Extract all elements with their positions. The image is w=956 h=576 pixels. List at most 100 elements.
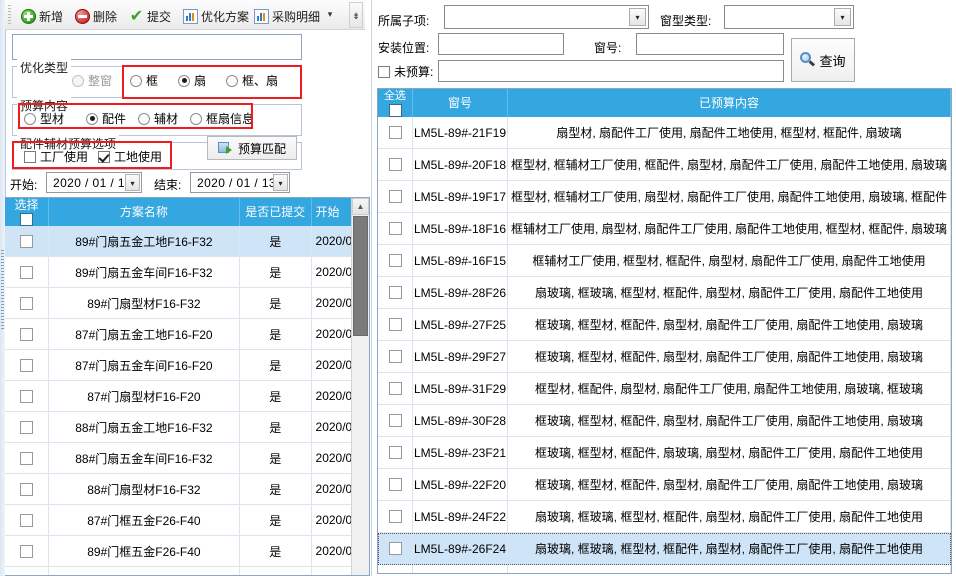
optimize-plan-button[interactable]: 优化方案 <box>179 3 253 29</box>
row-checkbox[interactable] <box>388 318 402 331</box>
table-row[interactable]: 87#门扇五金工地F16-F20 是 2020/0 <box>5 319 369 350</box>
end-date-field[interactable]: 2020 / 01 / 13 ▾ <box>190 172 290 193</box>
row-checkbox[interactable] <box>19 451 33 465</box>
chevron-down-icon[interactable]: ▾ <box>327 9 333 19</box>
row-checkbox[interactable] <box>19 389 33 403</box>
row-checkbox[interactable] <box>19 327 33 341</box>
row-select-cell[interactable] <box>5 350 49 380</box>
table-row[interactable]: 89#门扇型材F16-F32 是 2020/0 <box>5 288 369 319</box>
row-select-cell[interactable] <box>378 245 413 276</box>
row-checkbox[interactable] <box>388 190 402 203</box>
row-select-cell[interactable] <box>5 319 49 349</box>
install-location-input[interactable] <box>438 33 564 55</box>
row-select-cell[interactable] <box>378 373 413 404</box>
radio-frame-sash-info[interactable]: 框扇信息 <box>190 110 254 127</box>
purchase-detail-button[interactable]: 采购明细 <box>250 3 324 29</box>
row-checkbox[interactable] <box>19 513 33 527</box>
row-checkbox[interactable] <box>388 254 402 267</box>
table-row[interactable]: LM5L-89#-20F18 框型材, 框辅材工厂使用, 框配件, 扇型材, 扇配… <box>378 149 951 181</box>
scroll-up-icon[interactable]: ▲ <box>352 198 369 215</box>
row-select-cell[interactable] <box>378 213 413 244</box>
chevron-down-icon[interactable]: ▾ <box>273 174 288 191</box>
wintype-combo[interactable]: ▾ <box>724 5 854 29</box>
scroll-thumb[interactable] <box>353 216 368 336</box>
row-select-cell[interactable] <box>378 533 413 564</box>
budget-match-button[interactable]: 预算匹配 <box>207 136 297 160</box>
submit-button[interactable]: ✔ 提交 <box>125 3 175 29</box>
table-row[interactable]: 87#门扇型材F16-F20 是 2020/0 <box>5 381 369 412</box>
row-select-cell[interactable] <box>378 341 413 372</box>
radio-auxiliary[interactable]: 辅材 <box>138 110 178 127</box>
plan-grid-header-submitted[interactable]: 是否已提交 <box>240 198 312 226</box>
row-select-cell[interactable] <box>378 277 413 308</box>
plan-grid-select-all-header[interactable]: 选择 <box>5 198 49 226</box>
window-grid-header-content[interactable]: 已预算内容 <box>508 89 951 117</box>
row-select-cell[interactable] <box>5 288 49 318</box>
plan-grid-header-name[interactable]: 方案名称 <box>49 198 240 226</box>
table-row[interactable]: 88#门扇五金工地F16-F32 是 2020/0 <box>5 412 369 443</box>
row-select-cell[interactable] <box>5 412 49 442</box>
table-row[interactable]: 89#门扇五金工地F16-F32 是 2020/0 <box>5 226 369 257</box>
row-select-cell[interactable] <box>378 309 413 340</box>
row-select-cell[interactable] <box>5 474 49 504</box>
table-row[interactable]: LM5L-89#-18F16 框辅材工厂使用, 扇型材, 扇配件工厂使用, 扇配件… <box>378 213 951 245</box>
row-select-cell[interactable] <box>378 149 413 180</box>
row-checkbox[interactable] <box>388 222 402 235</box>
radio-accessory[interactable]: 配件 <box>86 110 126 127</box>
row-checkbox[interactable] <box>388 414 402 427</box>
row-select-cell[interactable] <box>5 381 49 411</box>
delete-button[interactable]: 删除 <box>71 3 121 29</box>
table-row[interactable]: 87#门框五金F26-F40 是 2020/0 <box>5 505 369 536</box>
row-checkbox[interactable] <box>19 544 33 558</box>
table-row[interactable]: LM5L-89#-16F15 框辅材工厂使用, 框型材, 框配件, 扇型材, 扇配… <box>378 245 951 277</box>
row-select-cell[interactable] <box>5 226 49 256</box>
table-row[interactable]: LM5L-89#-30F28 框玻璃, 框型材, 框配件, 扇型材, 扇配件工厂使… <box>378 405 951 437</box>
radio-whole-window[interactable]: 整窗 <box>72 72 112 89</box>
table-row[interactable]: LM5L-89#-31F29 框型材, 框配件, 扇型材, 扇配件工厂使用, 扇配… <box>378 373 951 405</box>
row-checkbox[interactable] <box>388 478 402 491</box>
row-select-cell[interactable] <box>378 469 413 500</box>
table-row[interactable]: LM5L-89#-19F17 框型材, 框辅材工厂使用, 扇型材, 扇配件工厂使用… <box>378 181 951 213</box>
radio-frame[interactable]: 框 <box>130 72 158 89</box>
row-select-cell[interactable] <box>378 565 413 573</box>
window-no-input[interactable] <box>636 33 784 55</box>
add-button[interactable]: 新增 <box>17 3 67 29</box>
row-checkbox[interactable] <box>388 446 402 459</box>
row-checkbox[interactable] <box>19 296 33 310</box>
table-row[interactable]: 88#门扇五金车间F16-F32 是 2020/0 <box>5 443 369 474</box>
row-select-cell[interactable] <box>378 181 413 212</box>
unbudgeted-input[interactable] <box>438 60 784 82</box>
chevron-down-icon[interactable]: ▾ <box>834 8 851 26</box>
table-row[interactable]: 89#门扇五金车间F16-F32 是 2020/0 <box>5 257 369 288</box>
row-select-cell[interactable] <box>5 257 49 287</box>
row-checkbox[interactable] <box>388 510 402 523</box>
table-row[interactable]: LM5L-89#-26F24 扇玻璃, 框玻璃, 框型材, 框配件, 扇型材, 扇… <box>378 533 951 565</box>
checkbox-unbudgeted[interactable]: 未预算: <box>378 63 433 80</box>
table-row[interactable]: LM5L-89#-21F19 扇型材, 扇配件工厂使用, 扇配件工地使用, 框型材… <box>378 117 951 149</box>
toolbar-drag-grip[interactable] <box>8 5 11 25</box>
checkbox-factory-use[interactable]: 工厂使用 <box>24 148 88 165</box>
row-checkbox[interactable] <box>388 382 402 395</box>
chevron-down-icon[interactable]: ▾ <box>125 174 140 191</box>
table-row[interactable]: LM5L-89#-24F22 扇玻璃, 框玻璃, 框型材, 框配件, 扇型材, 扇… <box>378 501 951 533</box>
table-row[interactable]: LM5L-89#-27F25 框玻璃, 框型材, 框配件, 扇型材, 扇配件工厂使… <box>378 309 951 341</box>
row-checkbox[interactable] <box>388 542 402 555</box>
row-select-cell[interactable] <box>378 501 413 532</box>
table-row[interactable]: LM5L-89#-25F23扇玻璃, 框玻璃, 框型材, 框配件, 扇型材, 扇… <box>378 565 951 573</box>
row-select-cell[interactable] <box>5 567 49 575</box>
row-checkbox[interactable] <box>388 158 402 171</box>
table-row[interactable]: 87#门扇五金车间F16-F20 是 2020/0 <box>5 350 369 381</box>
row-select-cell[interactable] <box>5 505 49 535</box>
row-checkbox[interactable] <box>388 286 402 299</box>
row-checkbox[interactable] <box>19 234 33 248</box>
select-all-checkbox[interactable] <box>19 213 33 226</box>
row-checkbox[interactable] <box>388 350 402 363</box>
row-checkbox[interactable] <box>19 358 33 372</box>
checkbox-site-use[interactable]: 工地使用 <box>98 148 162 165</box>
query-button[interactable]: 查询 <box>791 38 855 82</box>
radio-sash[interactable]: 扇 <box>178 72 206 89</box>
row-checkbox[interactable] <box>388 126 402 139</box>
row-select-cell[interactable] <box>378 405 413 436</box>
table-row[interactable]: LM5L-89#-22F20 框玻璃, 框型材, 框配件, 扇型材, 扇配件工厂使… <box>378 469 951 501</box>
